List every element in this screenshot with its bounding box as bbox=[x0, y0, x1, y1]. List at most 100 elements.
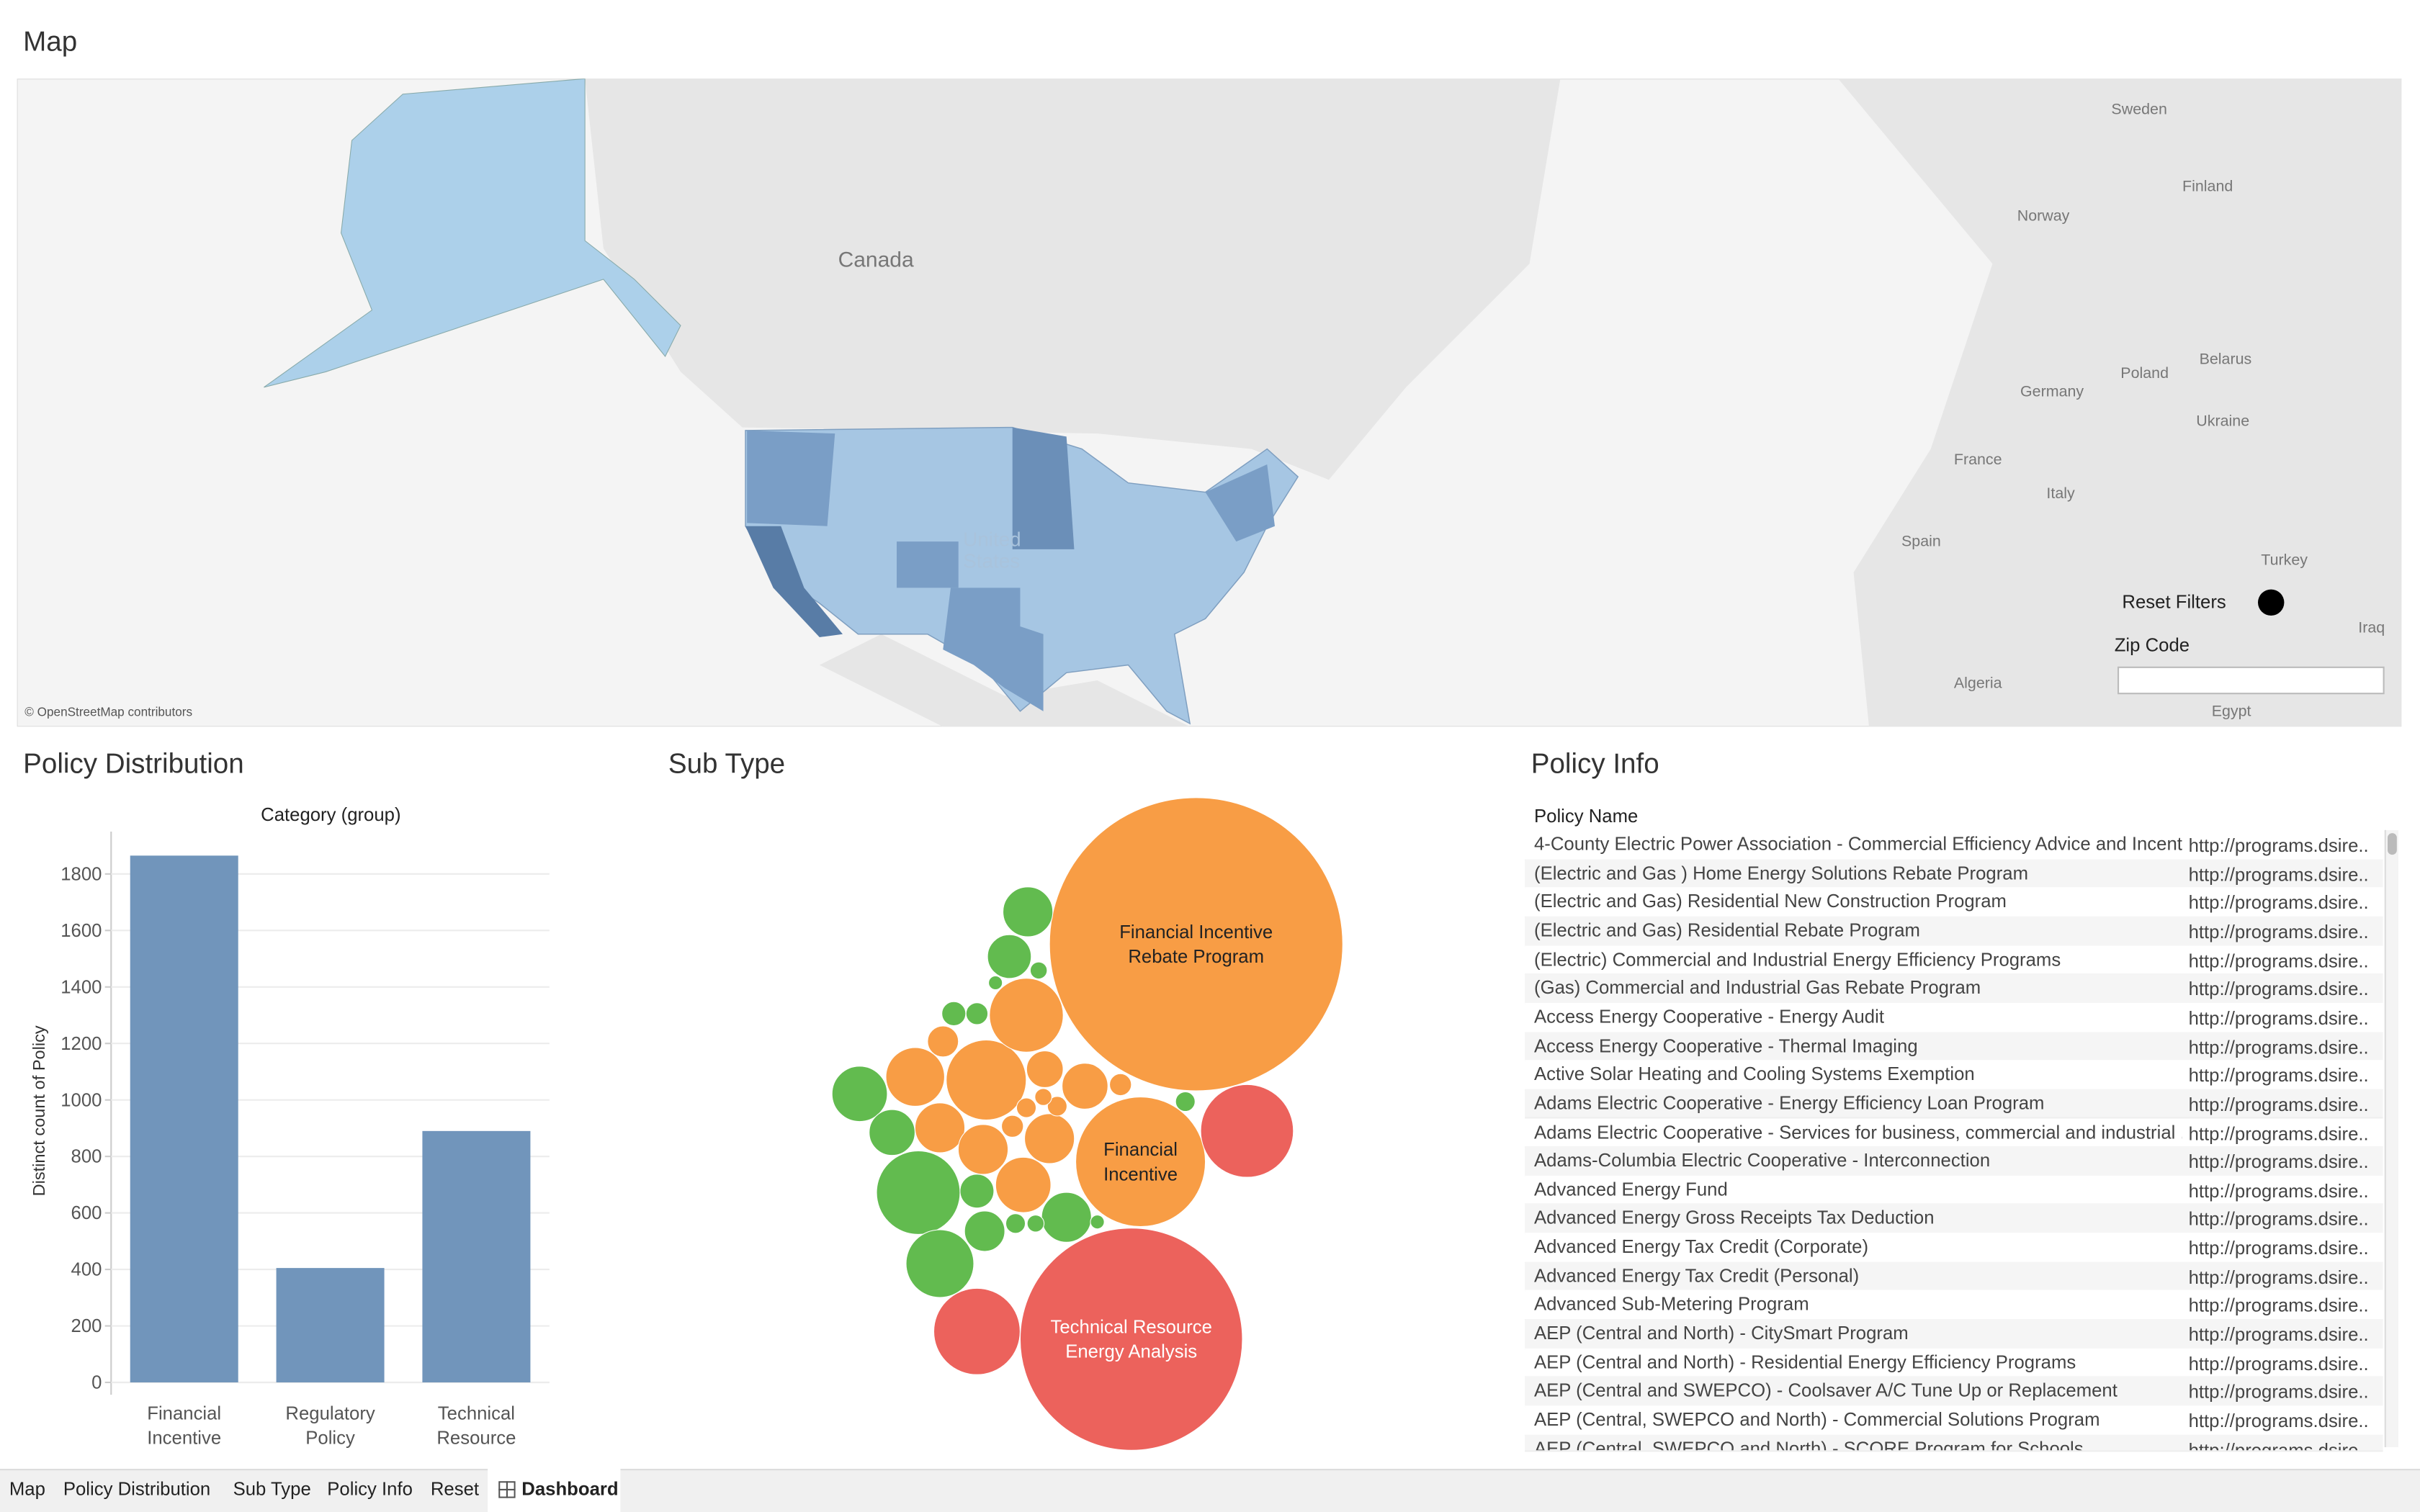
policy-url[interactable]: http://programs.dsire.. bbox=[2188, 1266, 2369, 1288]
bubble-chart bbox=[831, 797, 1343, 1451]
state-oregon-washington bbox=[747, 430, 835, 526]
policy-name: AEP (Central and North) - Residential En… bbox=[1534, 1351, 2076, 1373]
dashboard-icon bbox=[498, 1481, 516, 1498]
zip-code-label: Zip Code bbox=[2114, 634, 2190, 656]
bar bbox=[130, 855, 238, 1382]
table-row bbox=[1525, 1377, 2383, 1408]
policy-name: Advanced Energy Tax Credit (Corporate) bbox=[1534, 1236, 1869, 1258]
bubble bbox=[1019, 1228, 1243, 1451]
policy-name: AEP (Central, SWEPCO and North) - SCORE … bbox=[1534, 1437, 2084, 1451]
bubble-label: Technical Resource Energy Analysis bbox=[1050, 1315, 1212, 1363]
map-place-label: Italy bbox=[2046, 486, 2075, 503]
bubble bbox=[946, 1039, 1027, 1121]
bubble bbox=[869, 1109, 915, 1156]
policy-url[interactable]: http://programs.dsire.. bbox=[2188, 1151, 2369, 1173]
x-tick-label: Technical Resource bbox=[436, 1402, 516, 1449]
reset-filters-button[interactable] bbox=[2258, 589, 2285, 616]
policy-name: Adams Electric Cooperative - Energy Effi… bbox=[1534, 1092, 2045, 1114]
policy-name: Advanced Energy Tax Credit (Personal) bbox=[1534, 1264, 1860, 1287]
tab[interactable]: Dashboard bbox=[521, 1477, 619, 1500]
x-tick-label: Regulatory Policy bbox=[285, 1402, 375, 1449]
y-tick-label: 1200 bbox=[60, 1034, 102, 1054]
y-tick-label: 800 bbox=[71, 1147, 102, 1167]
map[interactable] bbox=[17, 78, 2402, 727]
bubble bbox=[1003, 886, 1054, 937]
tab[interactable]: Policy Info bbox=[327, 1477, 413, 1500]
united-states bbox=[745, 426, 1299, 725]
policy-url[interactable]: http://programs.dsire.. bbox=[2188, 1237, 2369, 1259]
policy-name: (Electric and Gas) Residential Rebate Pr… bbox=[1534, 919, 1920, 942]
reset-filters-label: Reset Filters bbox=[2122, 590, 2226, 613]
bar-chart: 0 200 400 600 800 1000 1200 1400 1600 1800 bbox=[60, 831, 550, 1395]
bubble-chart-title: Sub Type bbox=[668, 748, 786, 780]
policy-url[interactable]: http://programs.dsire.. bbox=[2188, 1007, 2369, 1030]
y-tick-label: 1000 bbox=[60, 1090, 102, 1110]
bar bbox=[422, 1130, 531, 1382]
bubble bbox=[1001, 1115, 1024, 1138]
map-place-label: Norway bbox=[2017, 208, 2070, 225]
policy-name: (Electric and Gas ) Home Energy Solution… bbox=[1534, 862, 2029, 884]
policy-name: AEP (Central and SWEPCO) - Coolsaver A/C… bbox=[1534, 1380, 2118, 1402]
policy-url[interactable]: http://programs.dsire.. bbox=[2188, 834, 2369, 857]
tab[interactable]: Policy Distribution bbox=[63, 1477, 211, 1500]
policy-url[interactable]: http://programs.dsire.. bbox=[2188, 1439, 2369, 1451]
table-row bbox=[1525, 1348, 2383, 1379]
policy-url[interactable]: http://programs.dsire.. bbox=[2188, 978, 2369, 1001]
map-place-label: Poland bbox=[2120, 365, 2169, 383]
policy-url[interactable]: http://programs.dsire.. bbox=[2188, 1064, 2369, 1086]
bubble-label: Financial Incentive bbox=[1103, 1138, 1178, 1185]
bubble bbox=[933, 1287, 1021, 1375]
tab[interactable]: Sub Type bbox=[233, 1477, 311, 1500]
policy-url[interactable]: http://programs.dsire.. bbox=[2188, 1093, 2369, 1115]
policy-url[interactable]: http://programs.dsire.. bbox=[2188, 1410, 2369, 1432]
policy-url[interactable]: http://programs.dsire.. bbox=[2188, 1036, 2369, 1058]
tab[interactable]: Reset bbox=[430, 1477, 480, 1500]
tab[interactable]: Map bbox=[9, 1477, 45, 1500]
map-place-label: Ukraine bbox=[2196, 413, 2250, 431]
map-place-label: Belarus bbox=[2199, 351, 2252, 369]
policy-name: Advanced Energy Fund bbox=[1534, 1178, 1728, 1200]
bubble bbox=[1005, 1213, 1026, 1234]
bubble bbox=[987, 934, 1032, 979]
policy-url[interactable]: http://programs.dsire.. bbox=[2188, 892, 2369, 914]
bubble bbox=[905, 1229, 974, 1298]
bubble bbox=[988, 975, 1003, 991]
map-place-label: Canada bbox=[838, 246, 914, 272]
policy-url[interactable]: http://programs.dsire.. bbox=[2188, 1179, 2369, 1202]
y-tick-label: 1400 bbox=[60, 977, 102, 997]
map-place-label: Finland bbox=[2182, 179, 2233, 197]
table-scrollbar[interactable] bbox=[2384, 829, 2398, 1447]
map-place-label: Spain bbox=[1901, 534, 1941, 551]
policy-name: Active Solar Heating and Cooling Systems… bbox=[1534, 1063, 1975, 1085]
policy-url[interactable]: http://programs.dsire.. bbox=[2188, 921, 2369, 943]
map-place-label: France bbox=[1953, 451, 2002, 469]
scroll-thumb[interactable] bbox=[2388, 833, 2397, 855]
policy-url[interactable]: http://programs.dsire.. bbox=[2188, 1352, 2369, 1374]
bubble bbox=[1029, 961, 1048, 980]
policy-url[interactable]: http://programs.dsire.. bbox=[2188, 863, 2369, 886]
policy-url[interactable]: http://programs.dsire.. bbox=[2188, 1208, 2369, 1230]
zip-code-input[interactable] bbox=[2118, 666, 2385, 695]
policy-name: 4-County Electric Power Association - Co… bbox=[1534, 833, 2182, 855]
bar-chart-subtitle: Category (group) bbox=[261, 804, 401, 826]
policy-url[interactable]: http://programs.dsire.. bbox=[2188, 1295, 2369, 1317]
bubble bbox=[914, 1102, 966, 1153]
bubble-label: Financial Incentive Rebate Program bbox=[1119, 921, 1273, 968]
bubble bbox=[957, 1124, 1009, 1175]
bubble bbox=[1026, 1050, 1064, 1088]
bubble bbox=[959, 1174, 995, 1209]
policy-url[interactable]: http://programs.dsire.. bbox=[2188, 1122, 2369, 1144]
table-row bbox=[1525, 1233, 2383, 1264]
bubble bbox=[1200, 1084, 1294, 1178]
bubble bbox=[1024, 1113, 1075, 1164]
policy-url[interactable]: http://programs.dsire.. bbox=[2188, 950, 2369, 972]
table-row bbox=[1525, 829, 2383, 860]
policy-name: Access Energy Cooperative - Energy Audit bbox=[1534, 1005, 1884, 1027]
policy-url[interactable]: http://programs.dsire.. bbox=[2188, 1323, 2369, 1346]
policy-name: AEP (Central and North) - CitySmart Prog… bbox=[1534, 1322, 1909, 1344]
bubble bbox=[1047, 1096, 1067, 1117]
policy-url[interactable]: http://programs.dsire.. bbox=[2188, 1381, 2369, 1403]
bar-chart-title: Policy Distribution bbox=[23, 748, 244, 780]
bubble bbox=[831, 1066, 888, 1122]
